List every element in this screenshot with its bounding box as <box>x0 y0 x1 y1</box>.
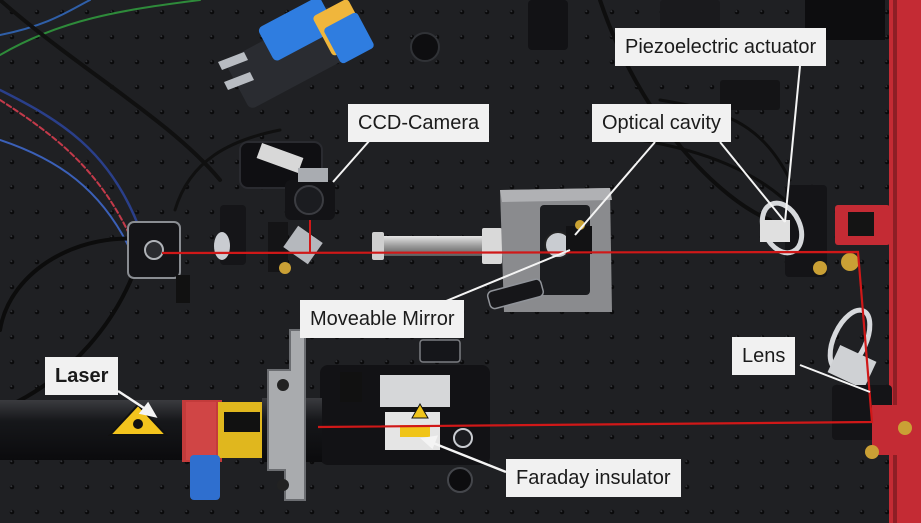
faraday-isolator-body <box>320 365 490 493</box>
lens-cap <box>410 32 440 62</box>
arrow-faraday <box>420 435 507 474</box>
label-optical-cavity: Optical cavity <box>592 104 731 142</box>
arrow-laser <box>117 389 158 418</box>
lower-right-mirror-mount <box>827 307 912 459</box>
label-ccd-camera: CCD-Camera <box>348 104 490 142</box>
left-lens-mount <box>214 205 323 274</box>
laser-holder <box>267 329 306 501</box>
piezo-mirror-mount <box>759 185 890 277</box>
label-laser: Laser <box>45 357 119 395</box>
cavity-base-plate <box>486 188 612 312</box>
laser-beam <box>161 250 874 429</box>
label-lens: Lens <box>732 337 796 375</box>
photodetector <box>127 221 190 303</box>
label-moveable-mirror: Moveable Mirror <box>300 300 465 338</box>
ccd-camera-body <box>239 141 335 220</box>
label-faraday-insulator: Faraday insulator <box>506 459 681 497</box>
misc-mounts <box>340 80 780 402</box>
top-mounts <box>528 0 885 50</box>
label-piezoelectric-actuator: Piezoelectric actuator <box>615 28 827 66</box>
blue-clamps <box>218 0 374 108</box>
